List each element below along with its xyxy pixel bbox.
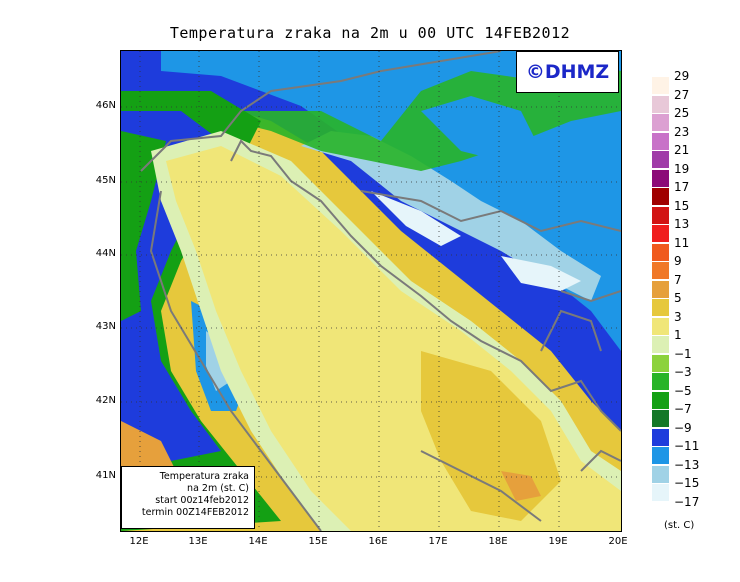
lat-label: 43N (95, 321, 116, 332)
legend-label: 29 (674, 69, 690, 83)
info-box: Temperatura zraka na 2m (st. C) start 00… (121, 466, 255, 529)
legend-swatch (652, 206, 669, 224)
lat-label: 46N (95, 100, 116, 111)
legend-label: 11 (674, 235, 690, 250)
legend-label: −7 (674, 402, 692, 416)
legend-swatch (652, 225, 669, 242)
legend-swatch (652, 336, 669, 353)
legend-swatch (652, 465, 669, 483)
lat-label: 42N (95, 395, 116, 406)
lat-label: 44N (95, 248, 116, 259)
legend-label: −9 (674, 420, 692, 435)
info-line-2: na 2m (st. C) (187, 483, 249, 494)
lat-label: 45N (95, 175, 116, 186)
legend-swatch (652, 502, 669, 520)
legend-swatch (652, 77, 669, 94)
info-line-4: termin 00Z14FEB2012 (141, 507, 249, 518)
legend-swatch (652, 262, 669, 279)
legend-label: 9 (674, 254, 682, 268)
legend-swatch (652, 243, 669, 261)
legend-label: −5 (674, 383, 692, 398)
legend-swatch (652, 484, 669, 501)
legend-swatch (652, 280, 669, 298)
info-line-3: start 00z14feb2012 (155, 495, 249, 506)
lon-label: 12E (129, 536, 149, 547)
legend-swatch (652, 114, 669, 131)
legend-label: −15 (674, 476, 700, 490)
legend-label: 21 (674, 143, 690, 157)
legend-label: 27 (674, 87, 690, 102)
lon-label: 14E (248, 536, 268, 547)
legend-label: 17 (674, 180, 690, 194)
legend-label: 19 (674, 161, 690, 176)
legend-swatch (652, 410, 669, 427)
temperature-field (121, 51, 621, 531)
legend-label: −1 (674, 346, 692, 361)
legend-swatch (652, 132, 669, 150)
legend-label: 13 (674, 217, 690, 231)
temperature-map (120, 50, 622, 532)
lon-label: 20E (608, 536, 628, 547)
legend-swatch (652, 169, 669, 187)
legend-label: −3 (674, 365, 692, 379)
legend-label: 15 (674, 198, 690, 213)
legend-label: 3 (674, 309, 682, 324)
lon-label: 17E (428, 536, 448, 547)
legend-label: 5 (674, 291, 682, 305)
lon-label: 18E (488, 536, 508, 547)
legend-swatch (652, 299, 669, 316)
legend-label: 1 (674, 328, 682, 342)
lon-label: 16E (368, 536, 388, 547)
lon-label: 19E (548, 536, 568, 547)
legend-label: 25 (674, 106, 690, 120)
legend-units: (st. C) (664, 520, 695, 531)
legend-swatch (652, 188, 669, 205)
lon-label: 15E (308, 536, 328, 547)
legend-label: −17 (674, 494, 700, 509)
legend-label: −11 (674, 439, 700, 453)
legend-label: 7 (674, 272, 682, 287)
info-line-1: Temperatura zraka (159, 471, 249, 482)
legend-swatch (652, 151, 669, 168)
dhmz-logo: ©DHMZ (516, 51, 619, 93)
map-title: Temperatura zraka na 2m u 00 UTC 14FEB20… (169, 24, 571, 42)
legend-swatch (652, 354, 669, 372)
legend-swatch (652, 95, 669, 113)
lat-label: 41N (95, 470, 116, 481)
legend-swatch (652, 391, 669, 409)
legend-swatch (652, 447, 669, 464)
legend-swatch (652, 317, 669, 335)
lon-label: 13E (188, 536, 208, 547)
legend-label: −13 (674, 457, 700, 472)
legend-label: 23 (674, 124, 690, 139)
legend-swatch (652, 428, 669, 446)
legend-swatch (652, 373, 669, 390)
